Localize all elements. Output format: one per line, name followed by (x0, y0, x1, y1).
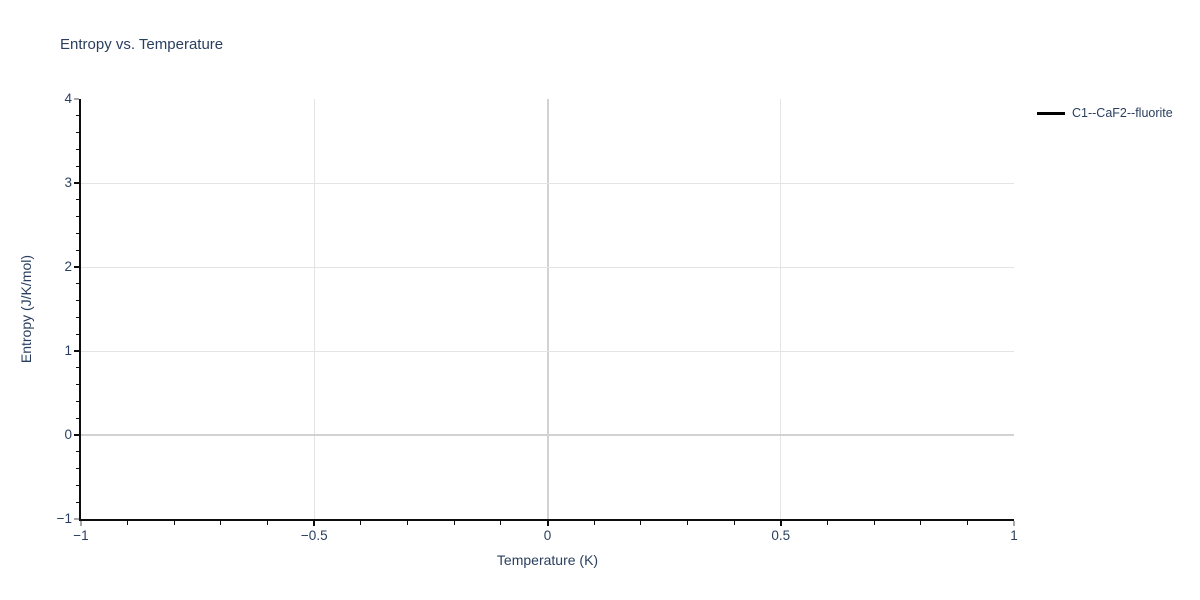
y-minor-tick (76, 148, 79, 150)
y-major-tick (74, 518, 79, 520)
x-minor-tick (407, 521, 409, 525)
y-minor-tick (76, 232, 79, 234)
y-minor-tick (76, 316, 79, 318)
x-major-tick (80, 521, 82, 526)
x-tick-label: 0.5 (771, 528, 791, 543)
y-minor-tick (76, 249, 79, 251)
x-minor-tick (733, 521, 735, 525)
gridline-horizontal (81, 434, 1014, 436)
legend-label: C1--CaF2--fluorite (1072, 106, 1173, 120)
y-minor-tick (76, 384, 79, 386)
y-minor-tick (76, 367, 79, 369)
y-minor-tick (76, 115, 79, 117)
x-minor-tick (920, 521, 922, 525)
y-major-tick (74, 434, 79, 436)
x-minor-tick (173, 521, 175, 525)
y-minor-tick (76, 451, 79, 453)
y-minor-tick (76, 216, 79, 218)
x-tick-label: 0 (543, 528, 552, 543)
x-axis-line (79, 519, 1014, 521)
y-axis-title: Entropy (J/K/mol) (18, 254, 34, 364)
y-minor-tick (76, 300, 79, 302)
x-minor-tick (360, 521, 362, 525)
gridline-horizontal (81, 350, 1014, 352)
x-minor-tick (500, 521, 502, 525)
x-minor-tick (453, 521, 455, 525)
y-minor-tick (76, 283, 79, 285)
x-minor-tick (686, 521, 688, 525)
chart-title: Entropy vs. Temperature (60, 36, 224, 53)
x-axis-title: Temperature (K) (496, 552, 599, 568)
y-tick-label: −1 (56, 511, 72, 526)
gridline-vertical (313, 99, 315, 519)
x-minor-tick (640, 521, 642, 525)
legend: C1--CaF2--fluorite (1037, 106, 1173, 120)
y-major-tick (74, 98, 79, 100)
y-tick-label: 2 (64, 259, 72, 274)
y-major-tick (74, 182, 79, 184)
gridline-vertical (780, 99, 782, 519)
y-minor-tick (76, 199, 79, 201)
x-major-tick (313, 521, 316, 526)
gridline-horizontal (81, 266, 1014, 268)
y-axis-line (79, 99, 81, 521)
x-minor-tick (220, 521, 222, 525)
gridline-vertical (546, 99, 549, 519)
y-minor-tick (76, 132, 79, 134)
y-tick-label: 1 (64, 343, 72, 358)
x-minor-tick (826, 521, 828, 525)
x-minor-tick (873, 521, 875, 525)
y-major-tick (74, 266, 79, 268)
gridline-horizontal (81, 182, 1014, 184)
y-tick-label: 4 (64, 91, 72, 106)
x-minor-tick (267, 521, 269, 525)
x-tick-label: 1 (1010, 528, 1018, 543)
y-minor-tick (76, 417, 79, 419)
y-minor-tick (76, 468, 79, 470)
y-minor-tick (76, 333, 79, 335)
x-major-tick (779, 521, 782, 526)
x-tick-label: −1 (73, 528, 89, 543)
x-major-tick (546, 521, 549, 526)
y-tick-label: 3 (64, 175, 72, 190)
legend-entry[interactable]: C1--CaF2--fluorite (1037, 106, 1173, 120)
y-major-tick (74, 350, 79, 352)
x-tick-label: −0.5 (300, 528, 328, 543)
legend-line-sample (1037, 111, 1065, 115)
x-minor-tick (127, 521, 129, 525)
series-plot (81, 99, 1014, 519)
x-major-tick (1013, 521, 1015, 526)
x-minor-tick (593, 521, 595, 525)
x-minor-tick (966, 521, 968, 525)
y-minor-tick (76, 400, 79, 402)
plot-area[interactable]: −1 −0.5 0 0.5 1 4 3 2 1 0 −1 (57, 91, 1018, 543)
y-minor-tick (76, 165, 79, 167)
y-minor-tick (76, 484, 79, 486)
y-minor-tick (76, 501, 79, 503)
y-tick-label: 0 (64, 427, 72, 442)
y-axis-title-wrap: Entropy (J/K/mol) (14, 99, 38, 519)
